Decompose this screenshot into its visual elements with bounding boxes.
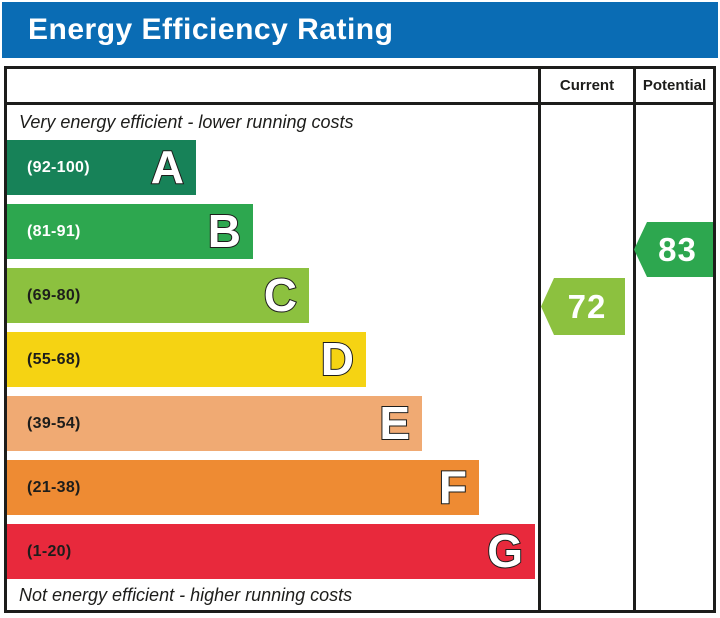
band-range-label: (1-20) (27, 542, 72, 560)
potential-rating-value: 83 (658, 230, 697, 268)
band-row: (69-80) C (7, 268, 309, 323)
band-range-label: (92-100) (27, 158, 90, 176)
band-letter: D (320, 332, 355, 386)
column-header-potential: Potential (642, 77, 707, 94)
current-rating-value: 72 (567, 287, 607, 325)
band-letter: E (378, 396, 411, 450)
band-letter: B (207, 204, 242, 258)
potential-rating-marker: 83 (634, 222, 713, 277)
header-divider-line (7, 102, 713, 105)
band-range-label: (39-54) (27, 414, 81, 432)
column-divider-current (538, 69, 541, 610)
band-row: (92-100) A (7, 140, 196, 195)
column-divider-potential (633, 69, 636, 610)
band-row: (1-20) G (7, 524, 535, 579)
rating-table: Current Potential Very energy efficient … (4, 66, 716, 613)
band-letter: C (263, 268, 298, 322)
band-range-label: (69-80) (27, 286, 81, 304)
current-rating-marker: 72 (541, 278, 625, 335)
page-title-bar: Energy Efficiency Rating (2, 2, 718, 58)
bottom-note: Not energy efficient - higher running co… (19, 585, 353, 605)
page-title: Energy Efficiency Rating (28, 13, 394, 46)
band-range-label: (21-38) (27, 478, 81, 496)
top-note: Very energy efficient - lower running co… (19, 112, 354, 132)
band-letter: A (150, 140, 185, 194)
column-header-current: Current (559, 77, 615, 94)
band-letter: F (438, 460, 468, 514)
band-range-label: (55-68) (27, 350, 81, 368)
band-row: (21-38) F (7, 460, 479, 515)
band-row: (55-68) D (7, 332, 366, 387)
band-range-label: (81-91) (27, 222, 81, 240)
band-letter: G (486, 524, 524, 578)
rating-bands: (92-100) A (81-91) B (69-80) C (55-68) D… (7, 69, 713, 610)
band-row: (39-54) E (7, 396, 422, 451)
band-row: (81-91) B (7, 204, 253, 259)
